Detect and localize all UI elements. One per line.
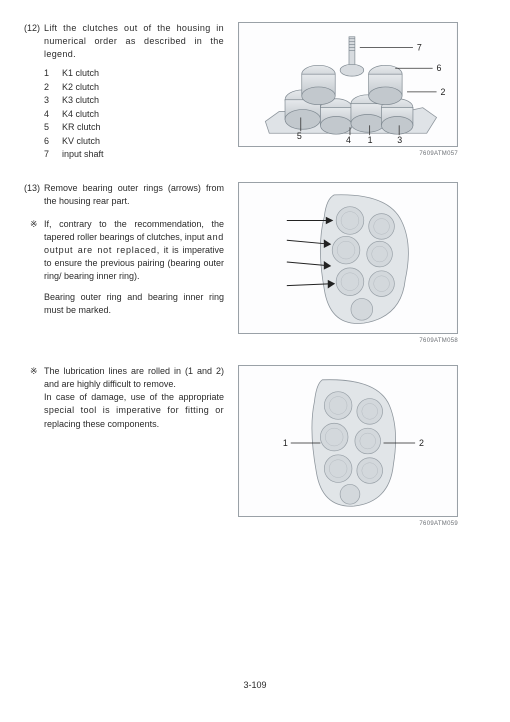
- note-para-2: In case of damage, use of the appropriat…: [44, 391, 224, 430]
- note-para-1: If, contrary to the recommendation, the …: [44, 218, 224, 283]
- legend-num: 4: [44, 108, 62, 122]
- figure-caption: 7609ATM057: [419, 150, 458, 159]
- legend-row: 6KV clutch: [44, 135, 224, 149]
- legend-row: 1K1 clutch: [44, 67, 224, 81]
- step-heading: (12) Lift the clutches out of the housin…: [24, 22, 224, 61]
- figure-box: 1 2: [238, 365, 458, 517]
- legend-num: 6: [44, 135, 62, 149]
- lubrication-lines-illustration: 1 2: [239, 366, 457, 516]
- legend-row: 5KR clutch: [44, 121, 224, 135]
- note-block: ※ The lubrication lines are rolled in (1…: [30, 365, 224, 430]
- text-column: (13) Remove bearing outer rings (arrows)…: [24, 182, 224, 346]
- note-marker-icon: ※: [30, 365, 44, 430]
- figure-box: 7 6 2 3 1 4 5: [238, 22, 458, 147]
- legend-num: 2: [44, 81, 62, 95]
- step-text: Lift the clutches out of the housing in …: [44, 22, 224, 61]
- step-heading: (13) Remove bearing outer rings (arrows)…: [24, 182, 224, 208]
- legend-row: 7input shaft: [44, 148, 224, 162]
- legend-list: 1K1 clutch 2K2 clutch 3K3 clutch 4K4 clu…: [44, 67, 224, 162]
- figure-caption: 7609ATM058: [419, 337, 458, 346]
- legend-row: 4K4 clutch: [44, 108, 224, 122]
- text-column: (12) Lift the clutches out of the housin…: [24, 22, 224, 162]
- step-text: Remove bearing outer rings (arrows) from…: [44, 182, 224, 208]
- section-lubrication: ※ The lubrication lines are rolled in (1…: [24, 365, 486, 529]
- legend-label: K3 clutch: [62, 94, 99, 108]
- legend-label: KR clutch: [62, 121, 101, 135]
- note-text: If, contrary to the recommendation, the …: [44, 218, 224, 317]
- callout-2: 2: [419, 438, 424, 448]
- figure-box: [238, 182, 458, 334]
- legend-label: K1 clutch: [62, 67, 99, 81]
- callout-1: 1: [368, 135, 373, 145]
- callout-3: 3: [397, 135, 402, 145]
- legend-label: input shaft: [62, 148, 104, 162]
- note-para-1: The lubrication lines are rolled in (1 a…: [44, 365, 224, 391]
- figure-column: 7 6 2 3 1 4 5 7609ATM057: [238, 22, 458, 162]
- figure-column: 7609ATM058: [238, 182, 458, 346]
- step-number: (13): [24, 182, 44, 208]
- housing-rear-illustration: [239, 183, 457, 333]
- text-column: ※ The lubrication lines are rolled in (1…: [24, 365, 224, 529]
- legend-num: 1: [44, 67, 62, 81]
- clutch-assembly-illustration: 7 6 2 3 1 4 5: [239, 23, 457, 146]
- note-para-2: Bearing outer ring and bearing inner rin…: [44, 291, 224, 317]
- callout-6: 6: [437, 63, 442, 73]
- note-text: The lubrication lines are rolled in (1 a…: [44, 365, 224, 430]
- callout-7: 7: [417, 43, 422, 53]
- legend-row: 3K3 clutch: [44, 94, 224, 108]
- callout-2: 2: [440, 87, 445, 97]
- note-block: ※ If, contrary to the recommendation, th…: [30, 218, 224, 317]
- section-12: (12) Lift the clutches out of the housin…: [24, 22, 486, 162]
- legend-num: 3: [44, 94, 62, 108]
- callout-1: 1: [283, 438, 288, 448]
- page-number: 3-109: [24, 679, 486, 692]
- legend-row: 2K2 clutch: [44, 81, 224, 95]
- step-number: (12): [24, 22, 44, 61]
- legend-num: 5: [44, 121, 62, 135]
- note-marker-icon: ※: [30, 218, 44, 317]
- section-13: (13) Remove bearing outer rings (arrows)…: [24, 182, 486, 346]
- legend-label: K4 clutch: [62, 108, 99, 122]
- figure-column: 1 2 7609ATM059: [238, 365, 458, 529]
- callout-4: 4: [346, 135, 351, 145]
- legend-label: KV clutch: [62, 135, 100, 149]
- legend-label: K2 clutch: [62, 81, 99, 95]
- callout-5: 5: [297, 131, 302, 141]
- legend-num: 7: [44, 148, 62, 162]
- figure-caption: 7609ATM059: [419, 520, 458, 529]
